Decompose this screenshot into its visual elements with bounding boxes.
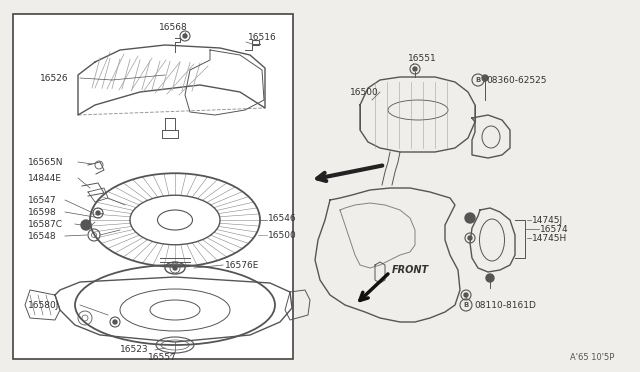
Circle shape (96, 211, 100, 215)
Circle shape (468, 236, 472, 240)
Circle shape (464, 293, 468, 297)
Text: B: B (463, 302, 468, 308)
Bar (252, 40, 259, 45)
Text: 14745H: 14745H (532, 234, 567, 243)
Text: 14745J: 14745J (532, 215, 563, 224)
Circle shape (113, 320, 117, 324)
Text: 16546: 16546 (268, 214, 296, 222)
Text: A'65 10'5P: A'65 10'5P (570, 353, 614, 362)
Text: 16500: 16500 (350, 87, 379, 96)
Text: FRONT: FRONT (392, 265, 429, 275)
Text: 16598: 16598 (28, 208, 57, 217)
Text: 08110-8161D: 08110-8161D (474, 301, 536, 310)
Text: 16551: 16551 (408, 54, 436, 62)
Text: 16587C: 16587C (28, 219, 63, 228)
Text: 14844E: 14844E (28, 173, 62, 183)
Text: 16565N: 16565N (28, 157, 63, 167)
Circle shape (183, 34, 187, 38)
Circle shape (81, 220, 91, 230)
Text: 16557: 16557 (148, 353, 177, 362)
Text: 16568: 16568 (159, 22, 188, 32)
Text: 16574: 16574 (540, 224, 568, 234)
Text: 16580J: 16580J (28, 301, 60, 310)
Circle shape (173, 266, 177, 270)
Text: 16500: 16500 (268, 231, 297, 240)
Circle shape (413, 67, 417, 71)
Circle shape (482, 75, 488, 81)
Text: 16548: 16548 (28, 231, 56, 241)
Circle shape (465, 213, 475, 223)
Text: 16576E: 16576E (225, 260, 259, 269)
Text: 16523: 16523 (120, 346, 148, 355)
Text: B: B (476, 77, 481, 83)
Text: 08360-62525: 08360-62525 (486, 76, 547, 84)
Text: 16516: 16516 (248, 32, 276, 42)
Bar (13, 14, 293, 359)
Text: 16526: 16526 (40, 74, 68, 83)
Text: 16547: 16547 (28, 196, 56, 205)
Circle shape (486, 274, 494, 282)
